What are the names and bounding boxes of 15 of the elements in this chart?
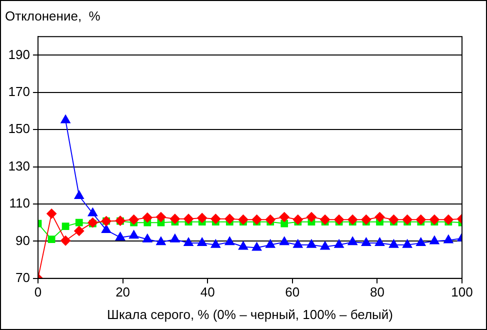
y-tick-label: 110: [9, 196, 30, 211]
x-tick-label: 80: [370, 284, 384, 300]
x-tick-label: 60: [285, 284, 300, 300]
y-tick-label: 90: [16, 232, 30, 248]
x-tick-label: 40: [200, 284, 215, 300]
x-axis-title: Шкала серого, % (0% – черный, 100% – белый): [107, 306, 393, 322]
y-tick-label: 150: [8, 121, 30, 136]
x-tick-label: 0: [34, 284, 42, 300]
y-tick-label: 190: [8, 46, 30, 62]
y-tick-label: 170: [8, 84, 30, 99]
chart-title: Отклонение, %: [5, 8, 101, 24]
y-tick-label: 70: [16, 270, 30, 285]
x-tick-label: 20: [116, 284, 130, 300]
x-tick-label: 100: [451, 284, 473, 300]
y-tick-label: 130: [8, 158, 30, 174]
